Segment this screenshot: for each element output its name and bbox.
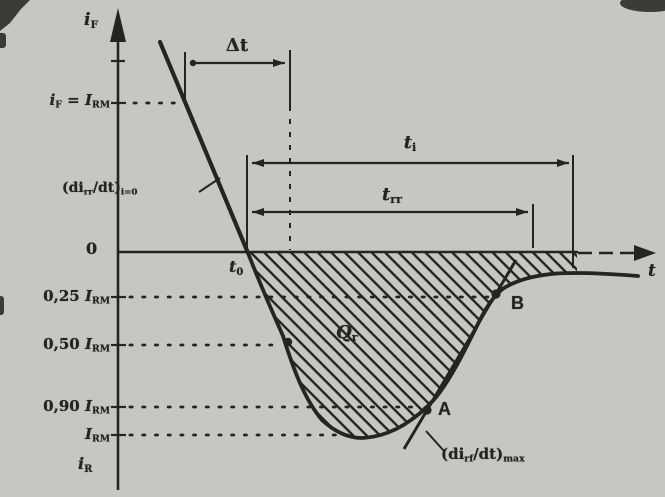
level-label-050: 0,50 IRM bbox=[43, 335, 110, 355]
point-a-label: A bbox=[438, 399, 451, 419]
construction-lines bbox=[184, 50, 574, 268]
delta-t-dimension bbox=[189, 59, 285, 67]
x-axis bbox=[118, 245, 656, 261]
qr-label: Qr bbox=[336, 322, 358, 345]
level-label-irm: IRM bbox=[84, 425, 110, 445]
x-axis-label: t bbox=[648, 261, 656, 281]
level-label-090: 0,90 IRM bbox=[43, 397, 110, 417]
scan-artifacts bbox=[0, 0, 665, 315]
marker-dots bbox=[283, 289, 501, 415]
y-axis-label: iF bbox=[84, 10, 98, 31]
level-guides bbox=[128, 101, 494, 437]
trr-label: trr bbox=[381, 184, 403, 207]
rising-slope-label: (dirf/dt)max bbox=[441, 445, 525, 465]
y-axis bbox=[110, 8, 126, 490]
leader-lines bbox=[198, 177, 445, 452]
falling-slope-label: (dirr/dt)i=0 bbox=[62, 180, 138, 198]
reverse-axis-label: iR bbox=[78, 454, 93, 475]
ti-label: ti bbox=[403, 132, 417, 155]
t-zero-label: t0 bbox=[229, 257, 244, 278]
delta-t-label: Δt bbox=[225, 35, 249, 56]
forward-current-level-label: iF = IRM bbox=[49, 91, 110, 111]
qr-hatch-area bbox=[248, 253, 577, 438]
point-b-label: B bbox=[511, 293, 524, 313]
origin-label: 0 bbox=[86, 239, 98, 258]
level-label-025: 0,25 IRM bbox=[43, 287, 110, 307]
